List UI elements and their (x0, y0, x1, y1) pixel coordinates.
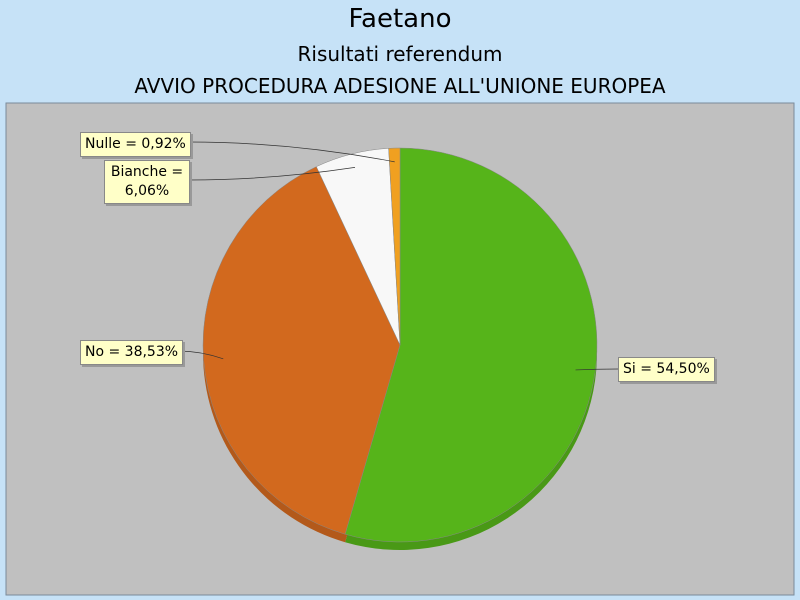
slice (202, 166, 401, 535)
slice (388, 147, 401, 346)
data-label: No = 38,53% (80, 340, 184, 365)
data-label: Nulle = 0,92% (80, 132, 191, 157)
leader-line (575, 368, 619, 371)
chart-subtitle: AVVIO PROCEDURA ADESIONE ALL'UNIONE EURO… (134, 74, 666, 98)
data-label: Si = 54,50% (618, 357, 715, 382)
leader-line (187, 141, 395, 163)
leader-line (187, 167, 356, 181)
slice (344, 147, 598, 543)
chart-title: Faetano (348, 4, 452, 34)
chart-subtitle: Risultati referendum (297, 42, 503, 66)
data-label: Bianche = 6,06% (104, 160, 190, 204)
